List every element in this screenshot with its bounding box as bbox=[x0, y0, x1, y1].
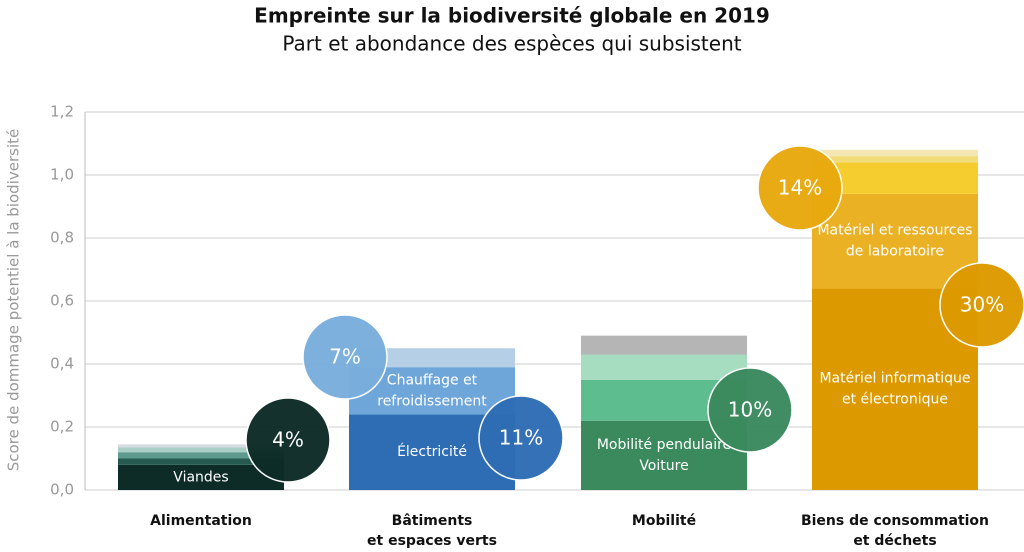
bar-segment bbox=[118, 444, 284, 448]
x-tick-label: Mobilité bbox=[632, 513, 696, 529]
segment-label: de laboratoire bbox=[846, 244, 944, 260]
segment-label: Mobilité pendulaire bbox=[597, 437, 731, 453]
badge bbox=[478, 395, 564, 481]
segment-label: Matériel informatique bbox=[819, 371, 970, 387]
bar-segment bbox=[812, 193, 978, 289]
bar-segment bbox=[349, 348, 515, 368]
bar-segment bbox=[812, 156, 978, 163]
x-tick-label: Alimentation bbox=[150, 513, 252, 529]
y-tick-label: 0,2 bbox=[50, 418, 74, 436]
badge-label: 10% bbox=[728, 398, 772, 422]
segment-label: refroidissement bbox=[377, 393, 487, 409]
badge-label: 30% bbox=[960, 293, 1004, 317]
bar-segment bbox=[118, 452, 284, 459]
x-tick-label: et déchets bbox=[853, 533, 936, 549]
bar-segment bbox=[812, 149, 978, 157]
bar-segment bbox=[581, 335, 747, 355]
bar-segment bbox=[581, 354, 747, 380]
x-tick-label: Biens de consommation bbox=[801, 513, 989, 529]
bar-segment bbox=[118, 458, 284, 465]
chart-title: Empreinte sur la biodiversité globale en… bbox=[254, 4, 770, 28]
badge-label: 7% bbox=[329, 345, 361, 369]
segment-label: Chauffage et bbox=[387, 372, 478, 388]
y-tick-label: 0,6 bbox=[50, 292, 74, 310]
y-tick-label: 0,8 bbox=[50, 229, 74, 247]
badge bbox=[245, 397, 331, 483]
chart-subtitle: Part et abondance des espèces qui subsis… bbox=[282, 32, 741, 56]
segment-label: et électronique bbox=[842, 392, 948, 408]
x-tick-label: et espaces verts bbox=[367, 533, 497, 549]
badge bbox=[939, 262, 1024, 348]
y-tick-label: 0,4 bbox=[50, 355, 74, 373]
badge bbox=[757, 145, 843, 231]
y-tick-label: 1,2 bbox=[50, 103, 74, 121]
segment-label: Électricité bbox=[397, 443, 467, 460]
segment-label: Voiture bbox=[639, 458, 688, 474]
badge-label: 4% bbox=[272, 428, 304, 452]
segment-label: Viandes bbox=[173, 469, 228, 485]
segment-label: Matériel et ressources bbox=[817, 223, 972, 239]
badge bbox=[302, 314, 388, 400]
bar-segment bbox=[118, 447, 284, 453]
bar-segment bbox=[118, 464, 284, 490]
x-tick-label: Bâtiments bbox=[392, 513, 473, 529]
y-axis-label: Score de dommage potentiel à la biodiver… bbox=[5, 129, 23, 471]
badge-label: 11% bbox=[499, 426, 543, 450]
y-tick-label: 0,0 bbox=[50, 481, 74, 499]
badge-label: 14% bbox=[778, 176, 822, 200]
y-tick-label: 1,0 bbox=[50, 166, 74, 184]
badge bbox=[707, 367, 793, 453]
